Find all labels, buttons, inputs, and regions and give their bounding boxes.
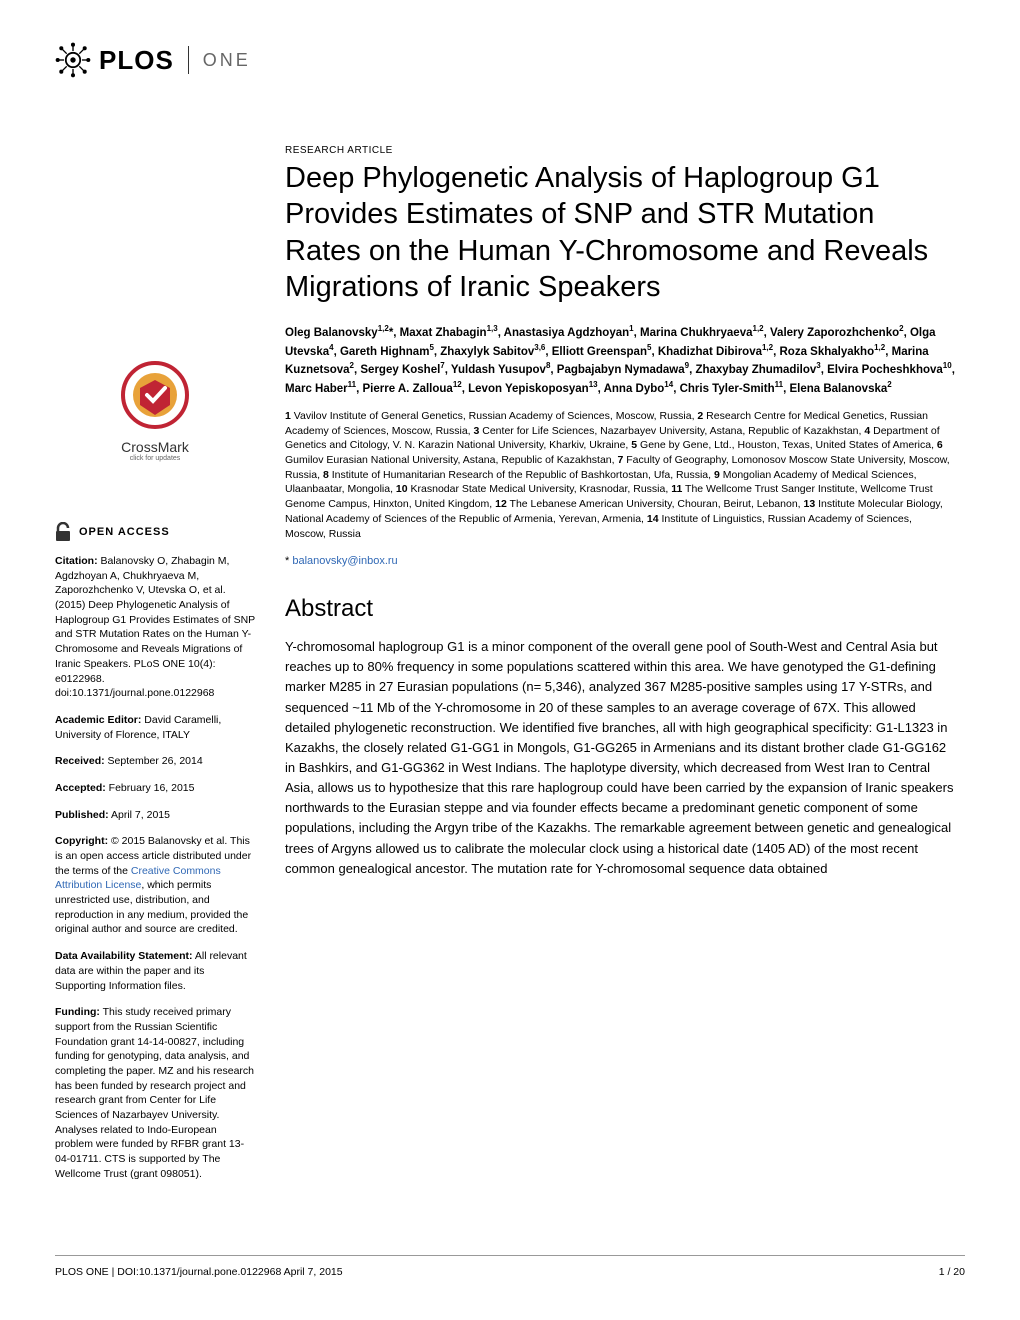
page-number: 1 / 20 <box>939 1266 965 1278</box>
crossmark-icon <box>120 360 190 430</box>
main-content: RESEARCH ARTICLE Deep Phylogenetic Analy… <box>285 145 955 879</box>
received-block: Received: September 26, 2014 <box>55 754 255 769</box>
crossmark-sub: click for updates <box>55 455 255 462</box>
footer-citation: PLOS ONE | DOI:10.1371/journal.pone.0122… <box>55 1266 343 1278</box>
article-title: Deep Phylogenetic Analysis of Haplogroup… <box>285 160 955 305</box>
logo-separator <box>188 46 189 74</box>
open-access-badge: OPEN ACCESS <box>55 522 255 542</box>
authors-list: Oleg Balanovsky1,2*, Maxat Zhabagin1,3, … <box>285 323 955 397</box>
accepted-block: Accepted: February 16, 2015 <box>55 781 255 796</box>
editor-block: Academic Editor: David Caramelli, Univer… <box>55 713 255 742</box>
open-lock-icon <box>55 522 73 542</box>
page-footer: PLOS ONE | DOI:10.1371/journal.pone.0122… <box>55 1255 965 1278</box>
data-availability-block: Data Availability Statement: All relevan… <box>55 949 255 993</box>
citation-block: Citation: Balanovsky O, Zhabagin M, Agdz… <box>55 554 255 701</box>
funding-block: Funding: This study received primary sup… <box>55 1005 255 1181</box>
corresponding-author: * balanovsky@inbox.ru <box>285 555 955 567</box>
published-block: Published: April 7, 2015 <box>55 808 255 823</box>
journal-header: PLOS ONE <box>55 42 251 78</box>
one-text: ONE <box>203 50 251 71</box>
sidebar: CrossMark click for updates OPEN ACCESS … <box>55 360 255 1193</box>
open-access-text: OPEN ACCESS <box>79 526 170 538</box>
abstract-body: Y-chromosomal haplogroup G1 is a minor c… <box>285 637 955 879</box>
crossmark-label: CrossMark <box>55 439 255 455</box>
affiliations: 1 Vavilov Institute of General Genetics,… <box>285 409 955 541</box>
crossmark-badge[interactable]: CrossMark click for updates <box>55 360 255 462</box>
article-type: RESEARCH ARTICLE <box>285 145 955 156</box>
copyright-block: Copyright: © 2015 Balanovsky et al. This… <box>55 834 255 937</box>
abstract-heading: Abstract <box>285 595 955 623</box>
corresponding-email[interactable]: balanovsky@inbox.ru <box>292 555 397 567</box>
plos-text: PLOS <box>99 45 174 76</box>
plos-logo-icon <box>55 42 91 78</box>
